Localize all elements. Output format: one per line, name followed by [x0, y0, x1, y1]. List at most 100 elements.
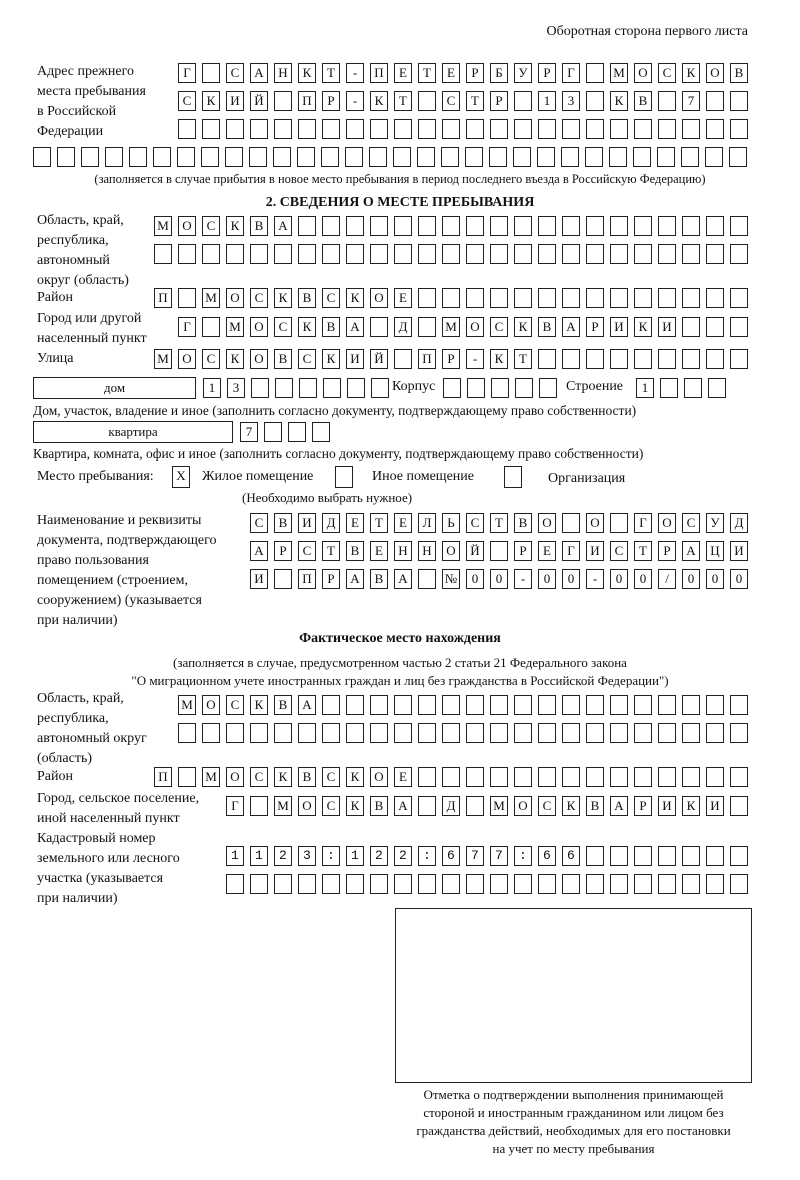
city-cell[interactable]: С — [490, 317, 508, 337]
actual-district-cell[interactable] — [730, 767, 748, 787]
prev-address-cell[interactable]: А — [250, 63, 268, 83]
doc-cell[interactable]: А — [394, 569, 412, 589]
doc-cell[interactable]: О — [538, 513, 556, 533]
actual-district-cell[interactable]: О — [226, 767, 244, 787]
option-other-checkbox[interactable] — [335, 466, 353, 488]
prev-address-cell[interactable] — [370, 119, 388, 139]
prev-address-cell[interactable] — [177, 147, 195, 167]
actual-city-cell[interactable] — [730, 796, 748, 816]
district-cell[interactable] — [178, 288, 196, 308]
actual-district-cell[interactable] — [178, 767, 196, 787]
actual-region-cell[interactable] — [634, 695, 652, 715]
actual-city-cell[interactable]: В — [586, 796, 604, 816]
district-cell[interactable]: С — [322, 288, 340, 308]
prev-address-cell[interactable]: Т — [418, 63, 436, 83]
street-cell[interactable]: К — [490, 349, 508, 369]
doc-cell[interactable]: Д — [322, 513, 340, 533]
prev-address-cell[interactable] — [586, 63, 604, 83]
prev-address-cell[interactable] — [730, 119, 748, 139]
prev-address-cell[interactable]: К — [202, 91, 220, 111]
actual-region-cell[interactable] — [346, 695, 364, 715]
street-cell[interactable]: И — [346, 349, 364, 369]
actual-city-cell[interactable]: М — [274, 796, 292, 816]
prev-address-cell[interactable]: 3 — [562, 91, 580, 111]
actual-city-cell[interactable]: М — [490, 796, 508, 816]
actual-city-cell[interactable]: К — [682, 796, 700, 816]
cadastre-cell[interactable] — [226, 846, 244, 866]
region-cell[interactable] — [682, 244, 700, 264]
prev-address-cell[interactable] — [249, 147, 267, 167]
doc-cell[interactable]: Г — [562, 541, 580, 561]
prev-address-cell[interactable] — [706, 119, 724, 139]
prev-address-cell[interactable] — [441, 147, 459, 167]
region-cell[interactable] — [442, 216, 460, 236]
doc-cell[interactable] — [610, 513, 628, 533]
doc-cell[interactable]: В — [370, 569, 388, 589]
doc-cell[interactable] — [490, 541, 508, 561]
doc-cell[interactable]: Т — [634, 541, 652, 561]
prev-address-cell[interactable] — [57, 147, 75, 167]
city-cell[interactable]: М — [442, 317, 460, 337]
actual-region-cell[interactable] — [586, 695, 604, 715]
prev-address-cell[interactable]: Т — [394, 91, 412, 111]
actual-region-cell[interactable] — [610, 723, 628, 743]
city-cell[interactable]: К — [298, 317, 316, 337]
actual-region-cell[interactable] — [346, 723, 364, 743]
prev-address-cell[interactable]: Р — [322, 91, 340, 111]
region-cell[interactable] — [370, 216, 388, 236]
region-cell[interactable] — [298, 244, 316, 264]
prev-address-cell[interactable]: К — [298, 63, 316, 83]
actual-district-cell[interactable]: П — [154, 767, 172, 787]
cadastre-cell[interactable] — [634, 874, 652, 894]
city-cell[interactable]: И — [610, 317, 628, 337]
district-cell[interactable] — [634, 288, 652, 308]
cadastre-cell[interactable] — [346, 874, 364, 894]
region-cell[interactable] — [466, 216, 484, 236]
region-cell[interactable] — [298, 216, 316, 236]
actual-region-cell[interactable] — [322, 723, 340, 743]
actual-district-cell[interactable]: К — [274, 767, 292, 787]
prev-address-cell[interactable] — [681, 147, 699, 167]
prev-address-cell[interactable]: П — [298, 91, 316, 111]
house-number-cell[interactable] — [323, 378, 341, 398]
prev-address-cell[interactable] — [514, 119, 532, 139]
actual-region-cell[interactable] — [706, 723, 724, 743]
prev-address-cell[interactable]: Г — [562, 63, 580, 83]
prev-address-cell[interactable] — [393, 147, 411, 167]
house-type-field[interactable]: дом — [33, 377, 196, 399]
prev-address-cell[interactable] — [586, 91, 604, 111]
prev-address-cell[interactable]: К — [682, 63, 700, 83]
building-cell[interactable] — [443, 378, 461, 398]
actual-region-cell[interactable] — [178, 723, 196, 743]
prev-address-cell[interactable] — [273, 147, 291, 167]
street-cell[interactable]: М — [154, 349, 172, 369]
cadastre-cell[interactable] — [442, 874, 460, 894]
city-cell[interactable]: И — [658, 317, 676, 337]
region-cell[interactable] — [322, 216, 340, 236]
city-cell[interactable]: В — [538, 317, 556, 337]
actual-region-cell[interactable] — [730, 723, 748, 743]
actual-region-cell[interactable] — [490, 695, 508, 715]
doc-cell[interactable]: Ь — [442, 513, 460, 533]
prev-address-cell[interactable] — [321, 147, 339, 167]
doc-cell[interactable]: Т — [490, 513, 508, 533]
actual-region-cell[interactable] — [394, 695, 412, 715]
doc-cell[interactable]: Г — [634, 513, 652, 533]
doc-cell[interactable] — [274, 569, 292, 589]
district-cell[interactable]: В — [298, 288, 316, 308]
prev-address-cell[interactable]: Е — [394, 63, 412, 83]
street-cell[interactable]: В — [274, 349, 292, 369]
region-cell[interactable] — [346, 244, 364, 264]
building-cell[interactable] — [539, 378, 557, 398]
region-cell[interactable] — [610, 244, 628, 264]
city-cell[interactable]: В — [322, 317, 340, 337]
actual-region-cell[interactable] — [322, 695, 340, 715]
doc-cell[interactable]: П — [298, 569, 316, 589]
cadastre-cell[interactable] — [298, 874, 316, 894]
apt-number-cell[interactable] — [264, 422, 282, 442]
district-cell[interactable] — [538, 288, 556, 308]
doc-cell[interactable]: И — [586, 541, 604, 561]
street-cell[interactable] — [610, 349, 628, 369]
district-cell[interactable] — [490, 288, 508, 308]
district-cell[interactable]: К — [346, 288, 364, 308]
